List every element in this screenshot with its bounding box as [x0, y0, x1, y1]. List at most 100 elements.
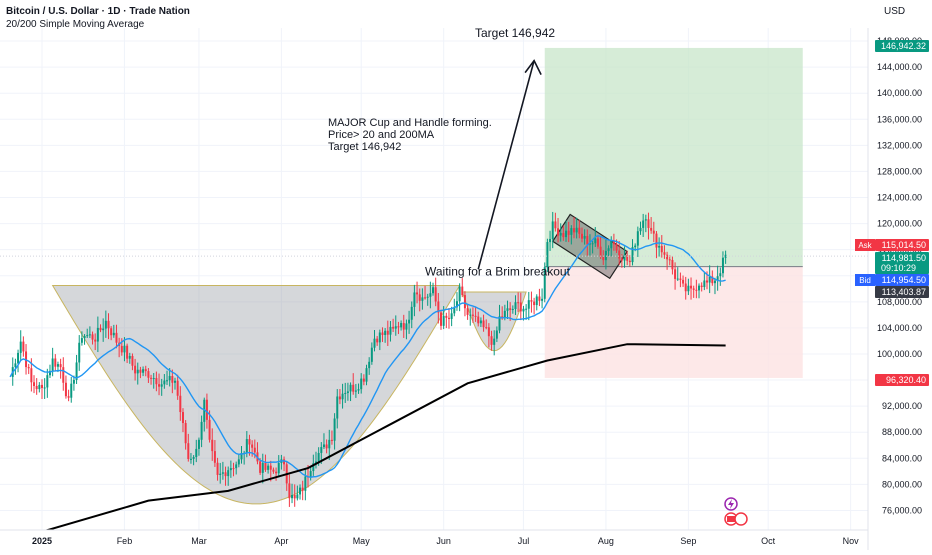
candle — [655, 233, 658, 248]
candle — [227, 470, 230, 477]
candle — [618, 250, 621, 259]
candle — [631, 247, 634, 263]
candle — [48, 370, 51, 376]
candle — [668, 259, 671, 261]
candle — [110, 328, 113, 336]
candle — [434, 287, 437, 302]
candle — [615, 244, 618, 251]
candle — [123, 345, 126, 353]
candle — [676, 278, 679, 280]
price-tag-box — [875, 374, 929, 386]
candle — [67, 396, 70, 398]
candle — [503, 310, 506, 318]
candle — [402, 323, 405, 330]
candle — [711, 276, 714, 284]
candle — [612, 241, 615, 245]
candle — [522, 308, 525, 312]
brim-label: Waiting for a Brim breakout — [425, 264, 571, 278]
candle — [639, 227, 642, 232]
candle — [120, 345, 123, 353]
candle — [650, 227, 653, 231]
candle — [538, 296, 541, 301]
price-tag-prefix-box — [855, 274, 875, 286]
price-tag-box — [875, 286, 929, 298]
candle — [253, 447, 256, 453]
indicator-legend[interactable]: 20/200 Simple Moving Average — [6, 19, 145, 30]
y-tick-label: 100,000.00 — [877, 349, 922, 359]
candle — [142, 369, 145, 373]
candle — [46, 375, 49, 388]
candle — [368, 361, 371, 369]
candle — [304, 476, 307, 491]
candle — [232, 468, 235, 470]
candle — [216, 462, 219, 475]
candle — [352, 384, 355, 392]
candle — [378, 332, 381, 343]
candle — [27, 367, 30, 369]
candle — [490, 336, 493, 345]
candle — [134, 365, 137, 374]
candle — [437, 301, 440, 313]
symbol-title[interactable]: Bitcoin / U.S. Dollar · 1D · Trade Natio… — [6, 6, 190, 17]
candle — [51, 358, 54, 371]
candle — [479, 320, 482, 324]
candle — [272, 469, 275, 472]
candle — [163, 380, 166, 385]
candle — [626, 254, 629, 261]
candle — [514, 302, 517, 309]
candle — [636, 231, 639, 246]
candle — [642, 220, 645, 228]
candle — [221, 472, 224, 474]
candle — [301, 487, 304, 491]
flag-glyph-icon — [727, 516, 735, 522]
candle — [83, 336, 86, 339]
candle — [357, 389, 360, 391]
candle — [115, 332, 118, 343]
candle — [248, 439, 251, 445]
candle — [211, 439, 214, 452]
y-tick-label: 104,000.00 — [877, 323, 922, 333]
event-flag-icon-2 — [734, 512, 748, 526]
candle — [33, 382, 36, 386]
candle — [179, 395, 182, 413]
candle — [424, 297, 427, 299]
y-tick-label: 108,000.00 — [877, 297, 922, 307]
y-tick-label: 128,000.00 — [877, 166, 922, 176]
candle — [264, 462, 267, 470]
candle — [197, 439, 200, 449]
candle — [381, 332, 384, 335]
candle — [338, 396, 341, 400]
price-tag-prefix: Bid — [859, 276, 871, 285]
price-tag-box — [875, 239, 929, 251]
candle — [471, 314, 474, 316]
x-tick-label: Mar — [191, 536, 207, 546]
candle — [447, 317, 450, 319]
currency-label[interactable]: USD — [884, 6, 906, 17]
candle — [596, 238, 599, 247]
candle — [485, 327, 488, 329]
candle — [706, 280, 708, 283]
sma20-line — [9, 235, 726, 478]
candle — [344, 392, 347, 394]
candle — [158, 384, 161, 387]
candle — [107, 320, 110, 329]
y-tick-label: 84,000.00 — [882, 453, 922, 463]
candle — [482, 320, 485, 328]
candle — [453, 307, 456, 314]
candle — [19, 341, 22, 353]
candle — [410, 306, 413, 320]
candle — [147, 371, 150, 378]
candle — [213, 451, 216, 463]
candle — [370, 347, 373, 362]
candle — [562, 233, 565, 238]
candle — [346, 391, 349, 393]
candle — [567, 230, 570, 235]
candle — [440, 312, 442, 326]
candle — [91, 334, 94, 340]
candle — [511, 308, 514, 310]
candle — [360, 378, 363, 390]
price-tag-time: 09:10:29 — [881, 263, 916, 273]
candle — [570, 228, 573, 235]
